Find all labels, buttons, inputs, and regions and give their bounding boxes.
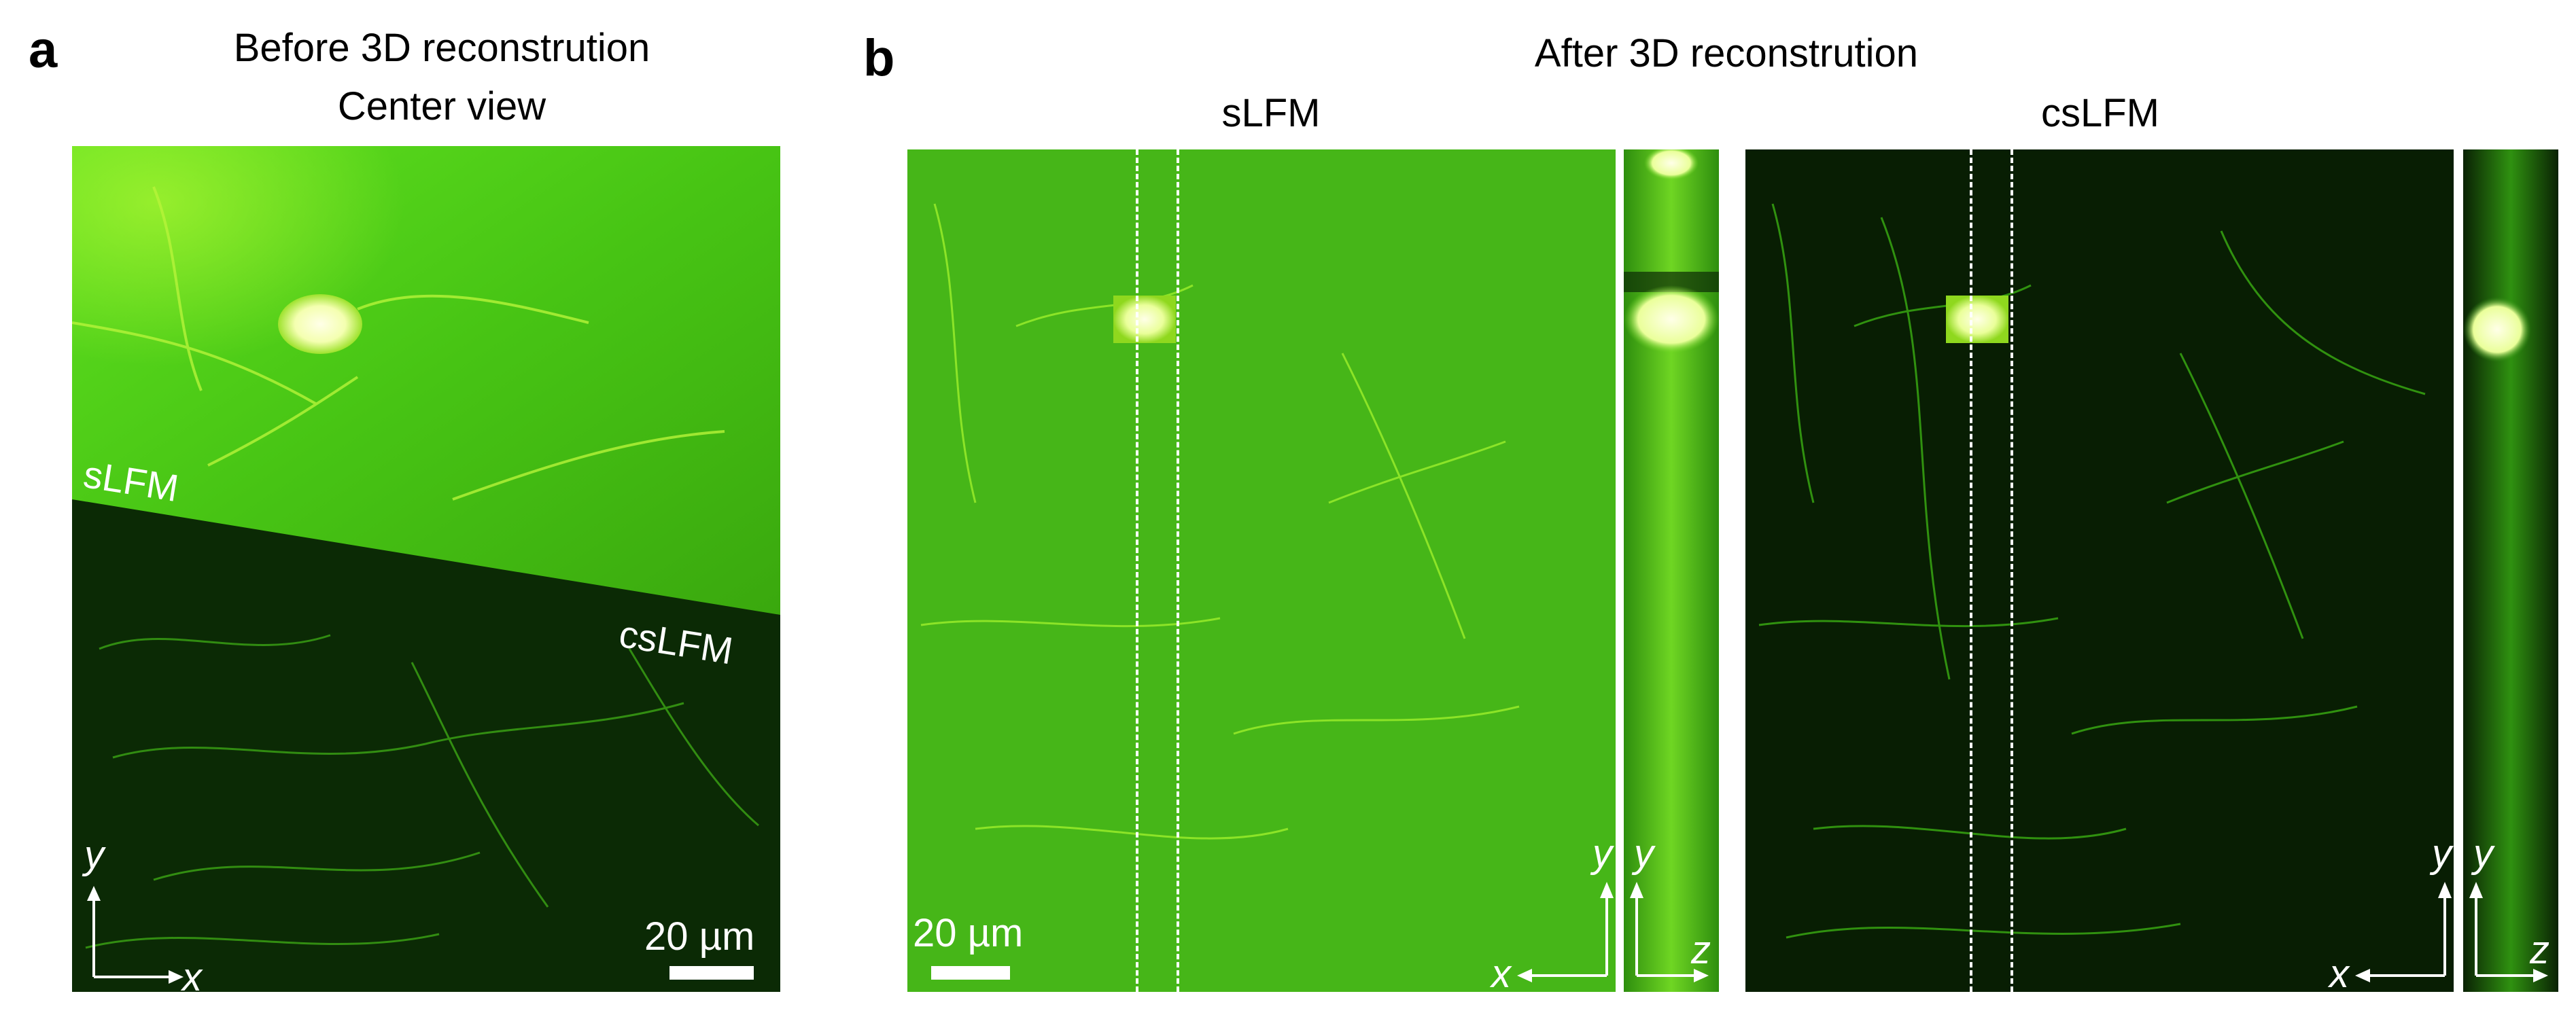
panel-a-letter: a [29,21,58,79]
panel-b-letter: b [863,29,895,87]
slfm-xy-axis-x-label: x [1491,952,1511,996]
slfm-xy-dashed-line-left [1136,149,1138,992]
panel-a-title: Before 3D reconstrution [233,26,650,70]
panel-b-scale-bar [931,966,1010,980]
slfm-yz-axis-y-label: y [1634,832,1654,876]
panel-b-title: After 3D reconstrution [1534,31,1919,75]
slfm-yz-axis-z-label: z [1691,928,1711,972]
panel-a-axis-arrows [87,886,184,984]
cslfm-xy-dashed-line-left [1970,149,1972,992]
cslfm-yz-axis-arrows [2469,882,2548,982]
panel-b-right-subtitle: csLFM [2041,91,2159,135]
slfm-yz-image [1624,149,1719,992]
slfm-xy-dashed-line-right [1177,149,1179,992]
cslfm-xy-axis-arrows [2355,882,2452,982]
panel-a-scale-bar [669,966,754,980]
panel-b-left-subtitle: sLFM [1221,91,1321,135]
cslfm-yz-axis-y-label: y [2473,832,2493,876]
panel-a-axis-x-label: x [182,955,202,999]
cslfm-xy-dashed-line-right [2011,149,2013,992]
panel-a-axis-y-label: y [84,833,104,877]
panel-a-image: sLFM csLFM [72,146,780,992]
slfm-yz-axis-arrows [1630,882,1709,982]
panel-a-scale-label: 20 µm [644,914,755,959]
panel-b-scale-label: 20 µm [913,911,1024,955]
panel-a-subtitle: Center view [337,84,546,128]
cslfm-xy-axis-x-label: x [2329,952,2349,996]
slfm-xy-axis-y-label: y [1592,832,1612,876]
cslfm-xy-axis-y-label: y [2432,832,2452,876]
slfm-xy-axis-arrows [1517,882,1614,982]
slfm-xy-image [907,149,1616,992]
cslfm-xy-image [1745,149,2454,992]
cslfm-yz-image [2463,149,2558,992]
cslfm-yz-axis-z-label: z [2530,928,2549,972]
